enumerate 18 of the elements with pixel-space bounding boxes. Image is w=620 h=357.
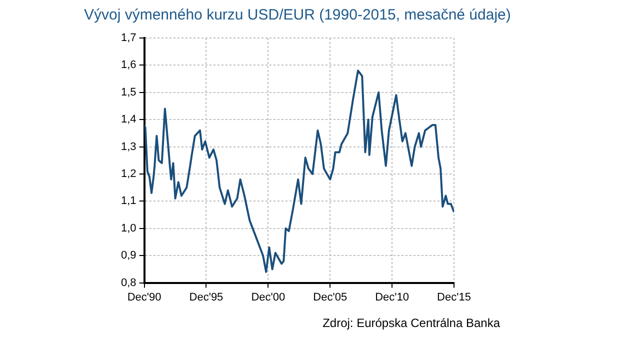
x-tick-label: Dec'95 [189, 291, 224, 304]
y-tick-label: 0,9 [120, 250, 136, 262]
y-tick-label: 1,2 [120, 168, 136, 180]
y-tick-label: 1,4 [120, 114, 136, 126]
x-tick-label: Dec'90 [127, 291, 162, 304]
y-tick-label: 0,8 [120, 276, 136, 289]
text: Zdroj: Európska Centrálna Banka [322, 316, 500, 330]
x-tick-label: Dec'00 [251, 291, 286, 304]
y-tick-label: 1,5 [120, 86, 136, 98]
y-tick-label: 1,3 [120, 140, 136, 153]
y-tick-label: 1,0 [120, 222, 136, 234]
x-tick-label: Dec'15 [437, 291, 471, 304]
y-tick-label: 1,1 [120, 195, 136, 208]
y-tick-label: 1,6 [120, 59, 136, 72]
x-tick-label: Dec'10 [375, 291, 410, 304]
x-tick-label: Dec'05 [313, 291, 348, 304]
chart-title: Vývoj výmenného kurzu USD/EUR (1990-2015, mesačné údaje) [84, 6, 511, 24]
y-tick-label: 1,7 [120, 32, 136, 44]
